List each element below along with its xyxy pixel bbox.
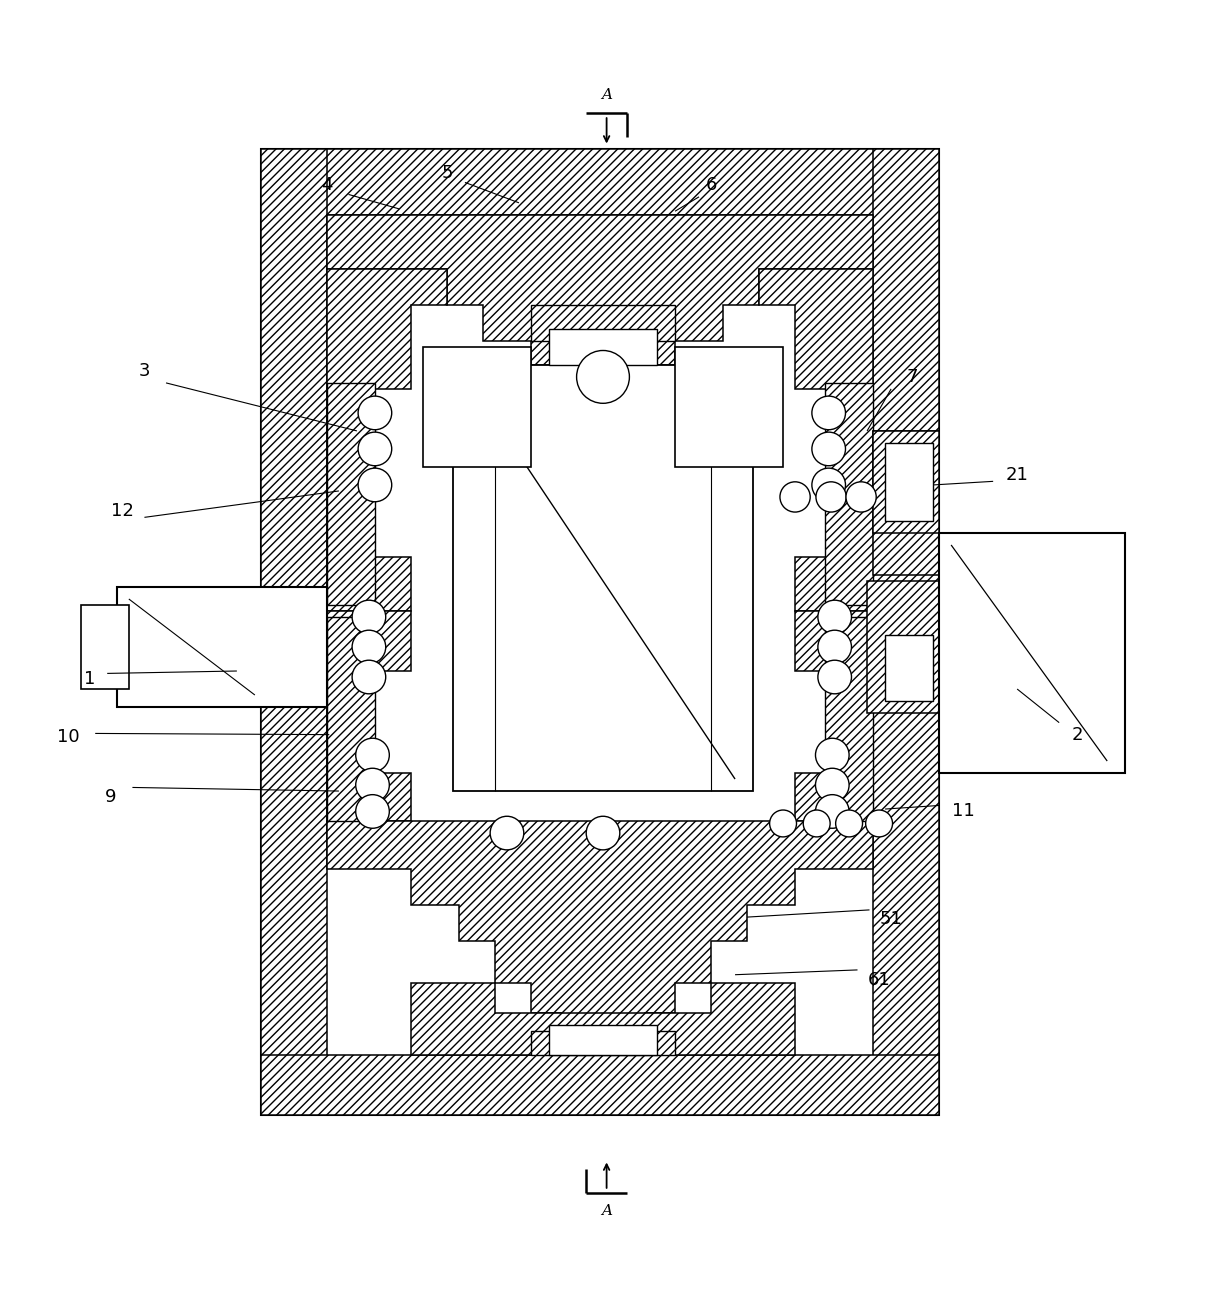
Text: 1: 1 [83,670,95,688]
Polygon shape [327,821,873,1032]
Text: 4: 4 [321,176,333,193]
Bar [867,581,939,713]
Text: A: A [601,1204,613,1218]
Bar [549,329,657,364]
Text: 10: 10 [58,727,80,746]
Text: 12: 12 [111,503,134,520]
Bar [327,383,375,605]
Text: 3: 3 [139,362,151,380]
Bar [81,605,129,690]
Bar [423,347,531,468]
Circle shape [845,482,877,512]
Bar [117,586,327,707]
Polygon shape [531,1032,675,1055]
Circle shape [352,631,386,663]
Circle shape [352,661,386,693]
Text: 11: 11 [952,802,974,820]
Circle shape [352,601,386,633]
Polygon shape [873,431,939,533]
Bar [549,1025,657,1055]
Polygon shape [327,269,447,611]
Circle shape [812,468,845,502]
Circle shape [815,794,849,828]
Polygon shape [411,983,795,1055]
Polygon shape [759,269,873,611]
Bar [873,431,939,575]
Circle shape [356,738,390,772]
Circle shape [812,432,845,466]
Circle shape [818,661,851,693]
Bar [885,635,933,701]
Text: 61: 61 [868,970,890,989]
Bar [825,616,873,821]
Polygon shape [531,304,675,364]
Polygon shape [260,149,939,215]
Circle shape [816,482,847,512]
Text: 2: 2 [1071,726,1083,743]
Text: A: A [601,88,613,102]
Text: 7: 7 [907,368,919,385]
Text: 9: 9 [105,788,117,806]
Circle shape [358,468,392,502]
Circle shape [803,810,830,837]
Circle shape [836,810,862,837]
Polygon shape [260,149,327,1115]
Bar [825,383,873,605]
Bar [885,443,933,521]
Circle shape [358,396,392,430]
Polygon shape [327,215,873,364]
Circle shape [866,810,892,837]
Circle shape [815,768,849,802]
Polygon shape [327,611,411,821]
Circle shape [815,738,849,772]
Circle shape [356,768,390,802]
Circle shape [576,350,630,404]
Circle shape [818,631,851,663]
Circle shape [356,794,390,828]
Circle shape [812,396,845,430]
Circle shape [358,432,392,466]
Text: 5: 5 [441,163,452,182]
Circle shape [769,810,796,837]
Bar [260,149,939,1115]
Bar [327,616,375,821]
Bar [939,533,1125,773]
Bar [453,364,753,791]
Circle shape [818,601,851,633]
Circle shape [780,482,810,512]
Bar [675,347,783,468]
Text: 21: 21 [1006,466,1029,485]
Polygon shape [873,149,939,1115]
Polygon shape [795,611,873,821]
Circle shape [490,816,523,850]
Text: 6: 6 [706,176,716,193]
Text: 51: 51 [879,910,902,929]
Circle shape [586,816,620,850]
Polygon shape [260,1055,939,1115]
